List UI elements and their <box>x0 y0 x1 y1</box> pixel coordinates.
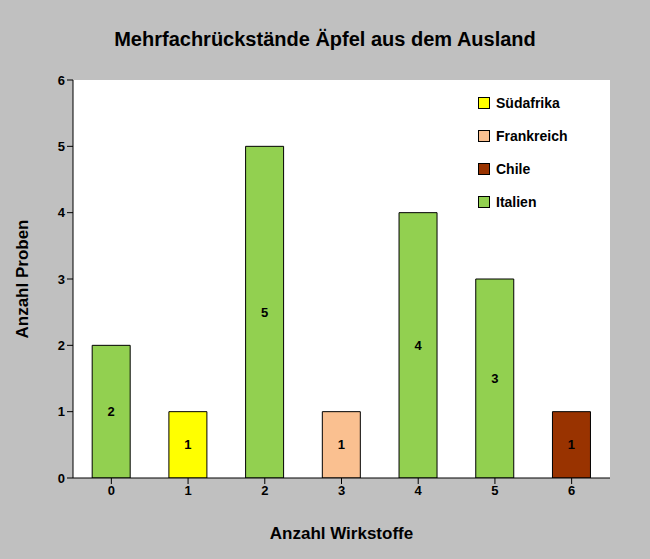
svg-text:5: 5 <box>491 483 498 498</box>
svg-text:0: 0 <box>58 471 65 486</box>
svg-text:4: 4 <box>58 205 66 220</box>
svg-text:3: 3 <box>338 483 345 498</box>
svg-text:4: 4 <box>415 483 423 498</box>
html-text:Chile: Chile <box>496 161 531 177</box>
html-text:Südafrika: Südafrika <box>496 95 560 111</box>
svg-text:Anzahl Proben: Anzahl Proben <box>13 219 32 338</box>
html-text:Mehrfachrückstände Äpfel aus d: Mehrfachrückstände Äpfel aus dem Ausland <box>114 28 536 50</box>
svg-text:1: 1 <box>568 437 575 452</box>
svg-text:2: 2 <box>108 404 115 419</box>
svg-text:4: 4 <box>414 338 422 353</box>
svg-text:1: 1 <box>184 437 191 452</box>
svg-text:1: 1 <box>184 483 191 498</box>
svg-text:1: 1 <box>338 437 345 452</box>
svg-text:3: 3 <box>58 272 65 287</box>
svg-text:1: 1 <box>58 404 65 419</box>
svg-text:6: 6 <box>58 73 65 88</box>
html-text:Italien: Italien <box>496 194 537 210</box>
svg-text:2: 2 <box>261 483 268 498</box>
svg-text:5: 5 <box>261 305 268 320</box>
svg-text:Anzahl Wirkstoffe: Anzahl Wirkstoffe <box>270 524 413 543</box>
html-text:Frankreich: Frankreich <box>496 128 568 144</box>
svg-text:3: 3 <box>491 371 498 386</box>
svg-text:2: 2 <box>58 338 65 353</box>
svg-text:6: 6 <box>568 483 575 498</box>
svg-text:0: 0 <box>108 483 115 498</box>
svg-text:5: 5 <box>58 139 65 154</box>
